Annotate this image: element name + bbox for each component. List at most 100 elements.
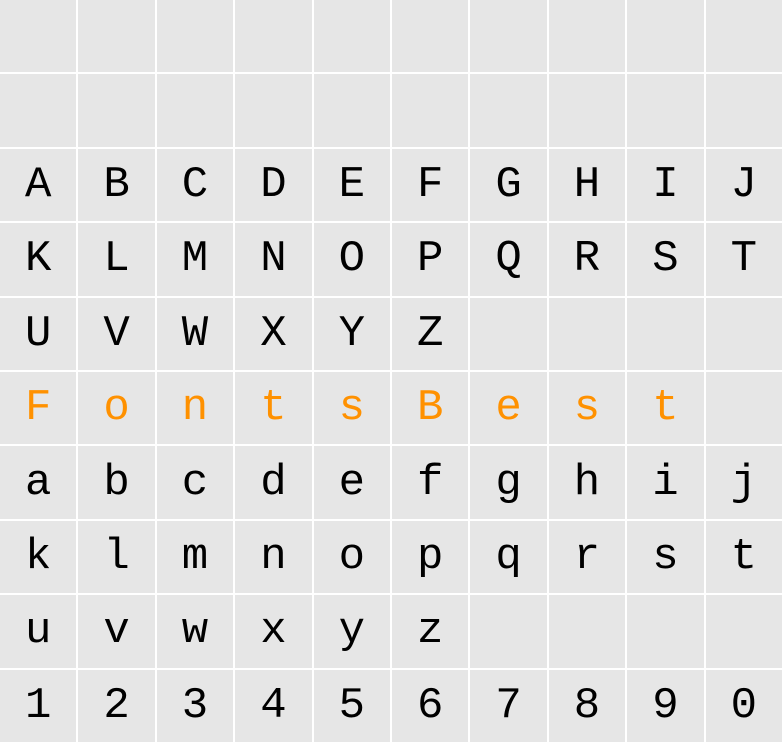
glyph-cell: O	[314, 223, 390, 295]
glyph-cell	[549, 298, 625, 370]
glyph-cell: I	[627, 149, 703, 221]
glyph-cell: i	[627, 446, 703, 518]
glyph-cell: H	[549, 149, 625, 221]
glyph-cell	[549, 595, 625, 667]
glyph-cell: g	[470, 446, 546, 518]
glyph-cell	[314, 74, 390, 146]
glyph-cell	[627, 74, 703, 146]
glyph-cell	[706, 0, 782, 72]
glyph-cell	[235, 0, 311, 72]
glyph-cell: c	[157, 446, 233, 518]
glyph-cell	[392, 74, 468, 146]
glyph-cell: o	[78, 372, 154, 444]
glyph-cell: 7	[470, 670, 546, 742]
glyph-cell	[78, 74, 154, 146]
glyph-cell: x	[235, 595, 311, 667]
glyph-cell	[706, 372, 782, 444]
glyph-cell: G	[470, 149, 546, 221]
glyph-cell	[470, 74, 546, 146]
glyph-cell: 3	[157, 670, 233, 742]
glyph-cell: z	[392, 595, 468, 667]
glyph-cell: Y	[314, 298, 390, 370]
glyph-cell: d	[235, 446, 311, 518]
glyph-cell: 0	[706, 670, 782, 742]
glyph-cell: s	[549, 372, 625, 444]
glyph-cell: V	[78, 298, 154, 370]
glyph-cell	[157, 74, 233, 146]
glyph-cell: n	[157, 372, 233, 444]
glyph-cell: a	[0, 446, 76, 518]
glyph-cell: B	[392, 372, 468, 444]
glyph-cell: L	[78, 223, 154, 295]
glyph-cell: Q	[470, 223, 546, 295]
glyph-cell: D	[235, 149, 311, 221]
glyph-cell: 4	[235, 670, 311, 742]
glyph-cell: o	[314, 521, 390, 593]
glyph-cell	[549, 74, 625, 146]
glyph-cell	[157, 0, 233, 72]
glyph-cell: T	[706, 223, 782, 295]
glyph-cell: s	[314, 372, 390, 444]
glyph-cell	[235, 74, 311, 146]
glyph-cell: l	[78, 521, 154, 593]
glyph-cell: 8	[549, 670, 625, 742]
glyph-cell: U	[0, 298, 76, 370]
glyph-cell: k	[0, 521, 76, 593]
glyph-cell	[706, 595, 782, 667]
glyph-cell: h	[549, 446, 625, 518]
glyph-cell: s	[627, 521, 703, 593]
glyph-cell: C	[157, 149, 233, 221]
glyph-cell: t	[235, 372, 311, 444]
glyph-cell: w	[157, 595, 233, 667]
glyph-cell	[470, 298, 546, 370]
glyph-cell: S	[627, 223, 703, 295]
glyph-cell	[627, 298, 703, 370]
glyph-cell	[470, 595, 546, 667]
glyph-cell: 2	[78, 670, 154, 742]
glyph-cell: f	[392, 446, 468, 518]
glyph-cell: t	[627, 372, 703, 444]
glyph-cell	[78, 0, 154, 72]
glyph-cell: r	[549, 521, 625, 593]
glyph-cell: y	[314, 595, 390, 667]
glyph-cell: p	[392, 521, 468, 593]
glyph-cell	[470, 0, 546, 72]
glyph-cell: K	[0, 223, 76, 295]
glyph-cell: 6	[392, 670, 468, 742]
glyph-cell: Z	[392, 298, 468, 370]
glyph-cell: J	[706, 149, 782, 221]
glyph-cell: 5	[314, 670, 390, 742]
glyph-cell	[0, 0, 76, 72]
glyph-cell	[549, 0, 625, 72]
glyph-cell	[627, 595, 703, 667]
glyph-cell	[706, 298, 782, 370]
glyph-cell: F	[0, 372, 76, 444]
glyph-cell: F	[392, 149, 468, 221]
glyph-cell: j	[706, 446, 782, 518]
glyph-cell: W	[157, 298, 233, 370]
glyph-cell: n	[235, 521, 311, 593]
glyph-cell: M	[157, 223, 233, 295]
glyph-cell: b	[78, 446, 154, 518]
glyph-grid: ABCDEFGHIJKLMNOPQRSTUVWXYZFontsBestabcde…	[0, 0, 782, 742]
glyph-cell: q	[470, 521, 546, 593]
glyph-cell: t	[706, 521, 782, 593]
glyph-cell: e	[470, 372, 546, 444]
glyph-cell	[706, 74, 782, 146]
glyph-cell: B	[78, 149, 154, 221]
glyph-cell: u	[0, 595, 76, 667]
glyph-cell: m	[157, 521, 233, 593]
glyph-cell: v	[78, 595, 154, 667]
glyph-cell: A	[0, 149, 76, 221]
glyph-cell: e	[314, 446, 390, 518]
glyph-cell	[314, 0, 390, 72]
glyph-cell	[627, 0, 703, 72]
glyph-cell: 9	[627, 670, 703, 742]
glyph-cell: X	[235, 298, 311, 370]
glyph-cell: 1	[0, 670, 76, 742]
glyph-cell: R	[549, 223, 625, 295]
glyph-cell	[0, 74, 76, 146]
glyph-cell: E	[314, 149, 390, 221]
glyph-cell: P	[392, 223, 468, 295]
glyph-cell: N	[235, 223, 311, 295]
